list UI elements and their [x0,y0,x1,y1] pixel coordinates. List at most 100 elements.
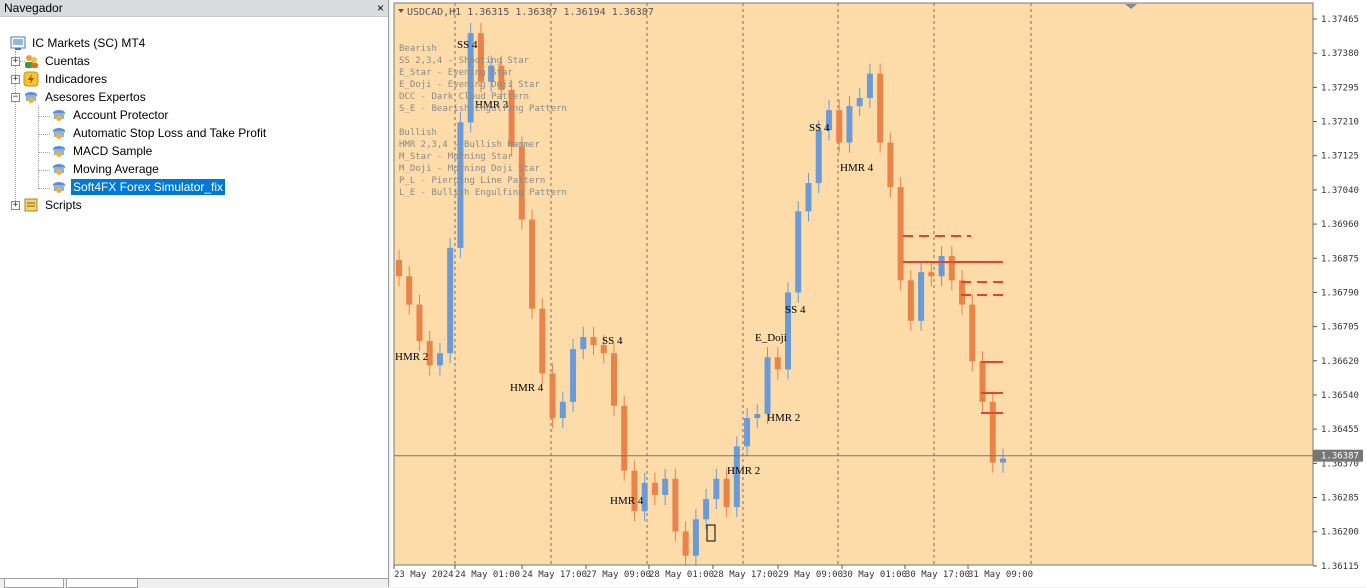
expert-advisor-icon [51,125,67,141]
time-label: 29 May 09:00 [778,570,843,580]
price-label: 1.37295 [1321,83,1359,93]
pattern-label: SS 4 [602,335,623,347]
price-label: 1.37125 [1321,152,1359,162]
navigator-header: Navegador × [0,0,388,17]
selection-box [706,524,716,542]
bear-candle [477,33,484,82]
tree-item-label: Moving Average [73,162,159,176]
chart-plot-area[interactable] [394,3,1313,565]
bear-candle [508,89,515,147]
bull-candle [1000,458,1006,463]
price-label: 1.37210 [1321,118,1359,128]
bear-candle [396,260,402,277]
tree-item-scripts[interactable]: + Scripts [11,196,84,214]
time-label: 24 May 17:00 [522,570,587,580]
bear-candle [959,280,966,305]
pattern-label: HMR 3 [475,99,509,111]
pattern-label: HMR 2 [767,412,800,424]
expand-icon[interactable]: + [11,55,20,66]
price-label: 1.36875 [1321,254,1359,264]
chart-header: USDCAD,H1 1.36315 1.36387 1.36194 1.3638… [407,7,654,18]
bear-candle [928,272,935,277]
price-label: 1.36790 [1321,288,1359,298]
tree-item-label: Automatic Stop Loss and Take Profit [73,126,267,140]
price-label: 1.36960 [1321,220,1359,230]
navigator-panel: Navegador × IC Markets (SC) MT4 + Cuenta… [0,0,389,588]
bull-candle [713,478,720,500]
chart-window[interactable]: SS 4 HMR 3 HMR 2 HMR 4 SS 4 HMR 4 HMR 2 E_Doji S… [391,0,1366,587]
bull-candle [641,482,648,512]
bear-candle [406,276,413,305]
time-label: 23 May 2024 [394,570,454,580]
legend-line: E_Doji - Evening Doji Star [399,80,540,90]
chart-menu-icon[interactable] [398,9,404,13]
bear-candle [416,304,423,342]
bull-candle [856,97,863,107]
current-price-label: 1.36387 [1321,452,1359,462]
pattern-label: SS 4 [785,304,806,316]
price-label: 1.36620 [1321,357,1359,367]
bear-candle [631,470,638,512]
bear-candle [529,219,536,309]
bull-candle [447,247,454,354]
chart-shift-icon[interactable] [1125,4,1137,9]
bull-candle [488,65,495,82]
tree-root-label: IC Markets (SC) MT4 [32,36,146,50]
bear-candle [682,531,689,556]
legend-line: P_L - Piercing Line Pattern [399,176,545,186]
plot-frame [393,2,1314,566]
tree-item-macd-sample[interactable]: MACD Sample [51,142,154,160]
pattern-label: HMR 2 [727,465,760,477]
tree-item-label: Soft4FX Forex Simulator_fix [71,179,226,195]
pattern-label: HMR 4 [510,382,544,394]
tree-item-auto-sl-tp[interactable]: Automatic Stop Loss and Take Profit [51,124,268,142]
legend-line: L_E - Bullish Engulfing Pattern [399,188,567,198]
tree-root[interactable]: IC Markets (SC) MT4 [10,34,147,52]
price-label: 1.36115 [1321,562,1359,572]
price-label: 1.36540 [1321,391,1359,401]
bear-candle [610,353,617,406]
bull-candle [754,413,761,419]
tree-item-label: Account Protector [73,108,169,122]
bear-candle [518,146,525,220]
scripts-icon [23,197,39,213]
time-label: 31 May 09:00 [968,570,1033,580]
bear-candle [600,345,607,354]
legend-line: S_E - Bearish Engulfing Pattern [399,104,567,114]
bull-candle [467,33,474,123]
close-icon[interactable]: × [376,1,384,15]
expert-advisor-icon [51,143,67,159]
bull-candle [764,357,771,414]
bull-candle [559,401,566,419]
bear-candle [621,405,628,471]
bull-candle [457,122,464,248]
time-label: 27 May 09:00 [586,570,651,580]
bear-candle [426,341,433,366]
bull-candle [703,499,710,520]
tree-item-label: Asesores Expertos [45,90,146,104]
tree-item-label: Indicadores [45,72,108,86]
tree-item-indicadores[interactable]: + Indicadores [11,70,109,88]
expand-icon[interactable]: + [11,73,20,84]
tree-item-asesores[interactable]: − Asesores Expertos [11,88,148,106]
price-label: 1.37380 [1321,49,1359,59]
bear-candle [651,482,658,495]
bull-candle [825,110,832,131]
collapse-icon[interactable]: − [11,91,20,102]
tree-item-cuentas[interactable]: + Cuentas [11,52,92,70]
tree-item-soft4fx[interactable]: Soft4FX Forex Simulator_fix [51,178,226,196]
legend-line: Bearish [399,44,437,54]
tree-item-moving-average[interactable]: Moving Average [51,160,161,178]
bear-candle [774,357,781,370]
pattern-label: HMR 4 [840,162,874,174]
tree-item-label: Scripts [45,198,82,212]
tree-item-account-protector[interactable]: Account Protector [51,106,170,124]
legend-line: SS 2,3,4 - Shooting Star [399,56,530,66]
expert-advisor-icon [51,107,67,123]
bull-candle [815,130,822,184]
expand-icon[interactable]: + [11,199,20,210]
bear-candle [590,337,597,346]
price-chart[interactable]: SS 4 HMR 3 HMR 2 HMR 4 SS 4 HMR 4 HMR 2 E_Doji S… [391,0,1366,587]
time-label: 28 May 17:00 [713,570,778,580]
current-price-badge [1313,449,1363,462]
